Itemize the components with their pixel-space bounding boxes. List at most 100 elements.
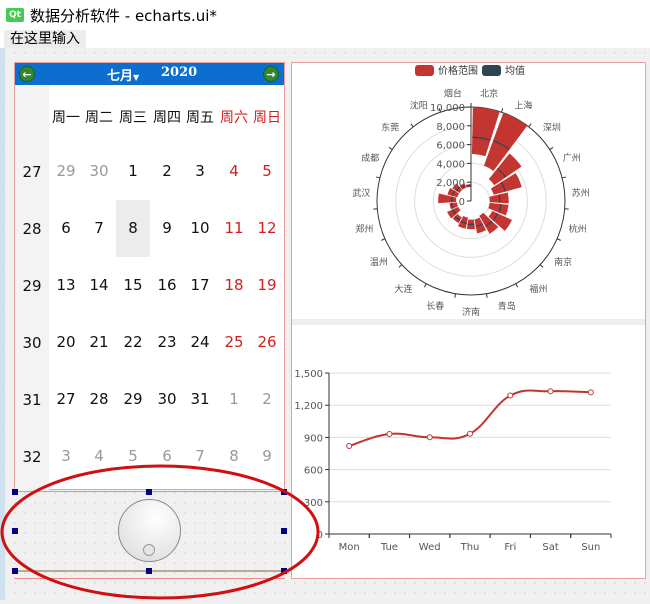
angle-tick [562, 177, 566, 178]
year-spinner[interactable]: 2020 [161, 65, 197, 80]
calendar-day[interactable]: 2 [150, 143, 184, 200]
title-bar: Qt 数据分析软件 - echarts.ui* [0, 0, 650, 30]
legend-label[interactable]: 均值 [505, 64, 525, 77]
calendar-day[interactable]: 4 [82, 428, 116, 485]
line-point[interactable] [508, 393, 513, 398]
angle-label: 长春 [426, 300, 444, 312]
calendar-day[interactable]: 21 [82, 314, 116, 371]
line-point[interactable] [548, 389, 553, 394]
dial-knob[interactable] [118, 499, 181, 562]
calendar-day[interactable]: 7 [82, 200, 116, 257]
line-point[interactable] [468, 431, 473, 436]
calendar-day[interactable]: 5 [250, 143, 284, 200]
resize-handle[interactable] [12, 568, 18, 574]
resize-handle[interactable] [12, 528, 18, 534]
calendar-day[interactable]: 20 [49, 314, 83, 371]
line-point[interactable] [387, 431, 392, 436]
calendar-day[interactable]: 25 [217, 314, 251, 371]
calendar-day[interactable]: 3 [183, 143, 217, 200]
calendar-day[interactable]: 28 [82, 371, 116, 428]
layout-line [14, 578, 285, 579]
calendar-day[interactable]: 13 [49, 257, 83, 314]
polar-bar-chart: 北京上海深圳广州苏州杭州南京福州青岛济南长春大连温州郑州武汉成都东莞沈阳烟台02… [292, 63, 645, 319]
calendar-day[interactable]: 18 [217, 257, 251, 314]
calendar-day[interactable]: 23 [150, 314, 184, 371]
resize-handle[interactable] [146, 489, 152, 495]
angle-label: 福州 [530, 283, 548, 295]
resize-handle[interactable] [281, 568, 287, 574]
polar-bar-苏州[interactable] [489, 192, 508, 203]
calendar-day[interactable]: 24 [183, 314, 217, 371]
calendar-day[interactable]: 2 [250, 371, 284, 428]
calendar-day[interactable]: 16 [150, 257, 184, 314]
calendar-day[interactable]: 22 [116, 314, 150, 371]
calendar-day[interactable]: 6 [150, 428, 184, 485]
calendar-day[interactable]: 1 [116, 143, 150, 200]
angle-tick [381, 239, 385, 241]
calendar-day[interactable]: 15 [116, 257, 150, 314]
calendar-day[interactable]: 7 [183, 428, 217, 485]
qt-logo-icon: Qt [6, 8, 24, 22]
legend-label[interactable]: 价格范围 [438, 64, 478, 77]
mean-mark-武汉 [452, 197, 453, 203]
left-dock-edge [0, 48, 5, 600]
calendar-day[interactable]: 3 [49, 428, 83, 485]
angle-label: 沈阳 [410, 99, 428, 111]
arrow-left-icon[interactable]: ← [19, 66, 35, 82]
resize-handle[interactable] [146, 568, 152, 574]
calendar-day[interactable]: 9 [250, 428, 284, 485]
calendar-day[interactable]: 30 [150, 371, 184, 428]
legend-swatch-icon[interactable] [415, 65, 434, 76]
calendar-day[interactable]: 1 [217, 371, 251, 428]
calendar-day[interactable]: 26 [250, 314, 284, 371]
angle-label: 烟台 [444, 88, 462, 100]
calendar-day[interactable]: 4 [217, 143, 251, 200]
calendar-day[interactable]: 29 [49, 143, 83, 200]
calendar-day[interactable]: 30 [82, 143, 116, 200]
resize-handle[interactable] [12, 489, 18, 495]
angle-label: 苏州 [572, 187, 590, 199]
calendar-day[interactable]: 14 [82, 257, 116, 314]
week-number: 32 [15, 448, 49, 466]
y-tick-label: 600 [304, 466, 323, 477]
week-number: 31 [15, 391, 49, 409]
x-tick-label: Mon [339, 542, 360, 553]
radius-tick-label: 0 [459, 197, 465, 208]
calendar-day[interactable]: 31 [183, 371, 217, 428]
menu-type-here[interactable]: 在这里输入 [4, 30, 86, 48]
calendar-day[interactable]: 6 [49, 200, 83, 257]
angle-tick [376, 177, 380, 178]
line-point[interactable] [347, 443, 352, 448]
y-tick-label: 900 [304, 433, 323, 444]
calendar-day[interactable]: 12 [250, 200, 284, 257]
arrow-right-icon[interactable]: → [263, 66, 279, 82]
radius-tick-label: 8,000 [436, 122, 465, 133]
angle-label: 深圳 [543, 122, 561, 133]
angle-label: 郑州 [355, 223, 373, 235]
calendar-day[interactable]: 27 [49, 371, 83, 428]
calendar-day[interactable]: 8 [217, 428, 251, 485]
calendar-day[interactable]: 8 [116, 200, 150, 257]
angle-tick [502, 108, 503, 112]
angle-tick [424, 284, 426, 288]
resize-handle[interactable] [281, 489, 287, 495]
calendar-day[interactable]: 9 [150, 200, 184, 257]
resize-handle[interactable] [281, 528, 287, 534]
calendar-day[interactable]: 10 [183, 200, 217, 257]
calendar-day[interactable]: 29 [116, 371, 150, 428]
calendar-day[interactable]: 17 [183, 257, 217, 314]
weekday-header: 周三 [116, 107, 150, 127]
weekday-header: 周二 [82, 107, 116, 127]
legend-swatch-icon[interactable] [482, 65, 501, 76]
calendar-day[interactable]: 19 [250, 257, 284, 314]
month-dropdown[interactable]: 七月▼ [107, 65, 139, 84]
angle-tick [486, 294, 487, 298]
calendar-day[interactable]: 11 [217, 200, 251, 257]
line-point[interactable] [588, 390, 593, 395]
angle-label: 杭州 [569, 223, 587, 235]
line-point[interactable] [427, 435, 432, 440]
x-tick-label: Tue [380, 542, 398, 553]
calendar-day[interactable]: 5 [116, 428, 150, 485]
